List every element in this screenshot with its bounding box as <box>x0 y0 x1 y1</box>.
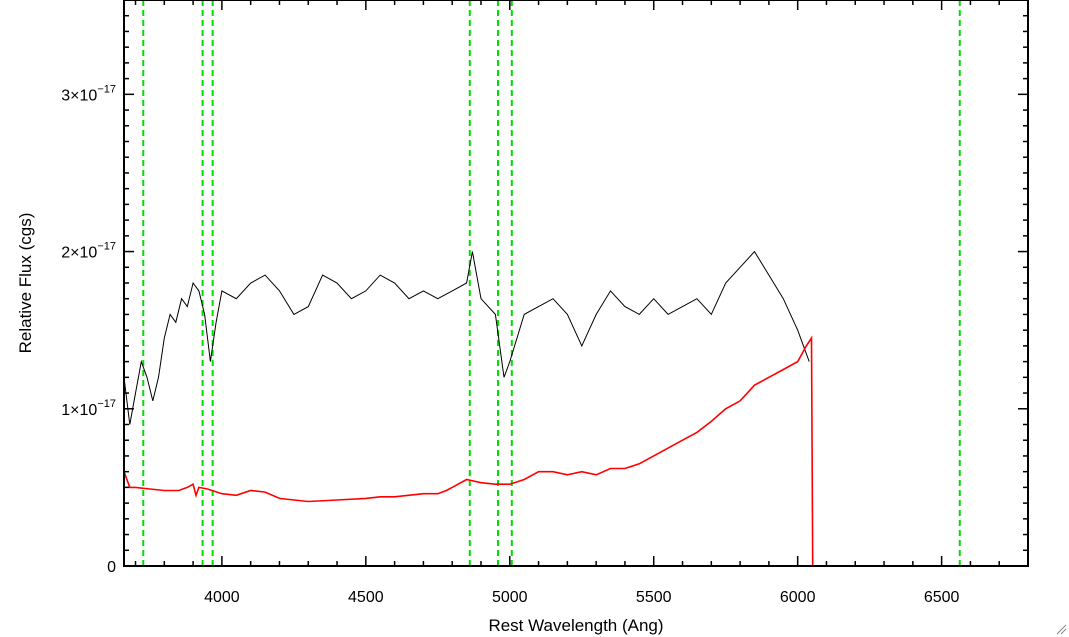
ticks-layer <box>124 0 1029 567</box>
x-tick-label: 6500 <box>924 589 960 606</box>
error-series-line <box>124 335 1028 566</box>
y-axis-title: Relative Flux (cgs) <box>16 213 35 354</box>
y-tick-label: 0 <box>107 559 116 576</box>
x-tick-label: 4500 <box>348 589 384 606</box>
y-tick-label: 3×10−17 <box>61 83 116 104</box>
x-tick-label: 6000 <box>780 589 816 606</box>
x-axis-title: Rest Wavelength (Ang) <box>488 616 663 635</box>
x-tick-label: 5000 <box>492 589 528 606</box>
plot-frame <box>123 0 1029 567</box>
series-layer <box>124 250 1028 566</box>
y-tick-label: 1×10−17 <box>61 398 116 419</box>
flux-series-line <box>124 250 810 425</box>
x-tick-label: 5500 <box>636 589 672 606</box>
x-tick-label: 4000 <box>204 589 240 606</box>
y-tick-labels: 0 1×10−17 2×10−17 3×10−17 <box>61 83 116 576</box>
x-tick-labels: 4000 4500 5000 5500 6000 6500 <box>204 589 959 606</box>
reference-lines <box>142 0 961 566</box>
resize-grip-icon[interactable] <box>1055 623 1067 635</box>
y-tick-label: 2×10−17 <box>61 241 116 262</box>
